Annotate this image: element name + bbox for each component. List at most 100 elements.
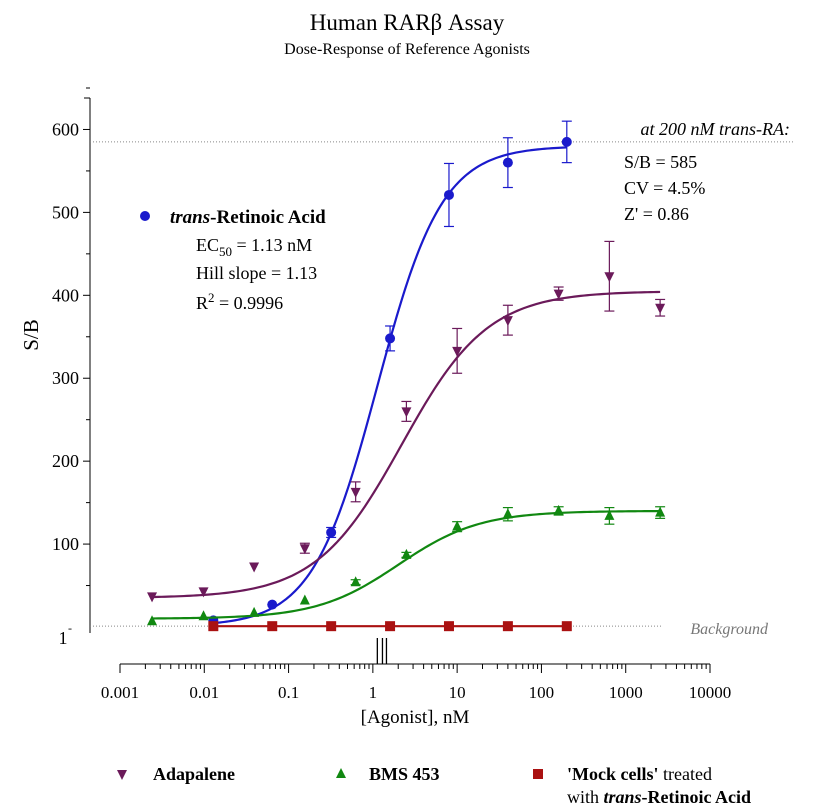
data-point-adap: [299, 544, 310, 555]
data-point-mock: [267, 621, 278, 632]
data-point-bms: [299, 594, 310, 605]
data-point-mock: [326, 621, 337, 632]
fit-box-hill: Hill slope = 1.13: [196, 263, 317, 283]
data-point-adap: [553, 289, 564, 300]
text-span: 2: [208, 290, 215, 305]
legend-marker-adap: [117, 770, 127, 780]
chart-subtitle: Dose-Response of Reference Agonists: [284, 41, 530, 58]
y-baseline-dash: -: [68, 621, 72, 635]
text-span: trans: [170, 207, 210, 228]
text-span: -Retinoic Acid: [210, 207, 326, 228]
legend-item-bms: BMS 453: [336, 764, 440, 784]
legend-label-line2-mock: with trans-Retinoic Acid: [567, 787, 751, 807]
x-tick-label: 0.001: [101, 683, 139, 702]
y-tick-label: 200: [52, 451, 79, 471]
x-tick-label: 1000: [609, 683, 643, 702]
fit-box-r2: R2 = 0.9996: [196, 290, 283, 313]
text-span: BMS 453: [369, 764, 440, 784]
data-point-tra: [561, 136, 572, 147]
data-point-adap: [198, 587, 209, 598]
y-tick-label: 400: [52, 285, 79, 305]
series-tra: [208, 120, 572, 626]
fit-box-series-name: trans-Retinoic Acid: [170, 207, 326, 228]
fit-curve-bms: [152, 509, 661, 620]
y-tick-label: 100: [52, 534, 79, 554]
series-bms: [147, 504, 666, 626]
legend: Adapalene BMS 453 'Mock cells' treated with…: [117, 764, 751, 807]
data-point-mock: [502, 621, 513, 632]
y-tick-label: 300: [52, 368, 79, 388]
data-point-tra: [443, 189, 454, 200]
data-point-bms: [452, 520, 463, 531]
data-point-bms: [147, 615, 158, 626]
y-baseline-label: 1: [59, 628, 68, 648]
data-point-bms: [249, 606, 260, 617]
data-point-bms: [604, 509, 615, 520]
data-point-tra: [267, 599, 278, 610]
stats-line: CV = 4.5%: [624, 178, 705, 198]
data-point-bms: [401, 548, 412, 559]
legend-label-bms: BMS 453: [369, 764, 440, 784]
legend-marker-bms: [336, 768, 346, 778]
data-point-adap: [249, 562, 260, 573]
data-point-adap: [350, 487, 361, 498]
data-point-adap: [655, 303, 666, 314]
x-tick-label: 0.1: [278, 683, 299, 702]
x-tick-label: 10: [449, 683, 466, 702]
annotations: S/B = 585 CV = 4.5% Z' = 0.86 trans-Retinoi…: [140, 152, 705, 313]
legend-label-adap: Adapalene: [153, 764, 235, 784]
x-tick-label: 1: [369, 683, 378, 702]
text-span: trans: [604, 787, 642, 807]
y-tick-label: 500: [52, 202, 79, 222]
text-span: 'Mock cells': [567, 764, 658, 784]
text-span: treated: [658, 764, 711, 784]
text-span: 50: [219, 244, 232, 259]
ref-label-top: at 200 nM trans-RA:: [641, 119, 790, 139]
data-point-bms: [350, 576, 361, 587]
fit-box-ec50: EC50 = 1.13 nM: [196, 235, 312, 259]
data-point-mock: [385, 621, 396, 632]
data-point-adap: [401, 407, 412, 418]
text-span: R: [196, 293, 208, 313]
ref-label-background: Background: [690, 621, 769, 638]
text-span: = 0.9996: [215, 293, 284, 313]
data-point-bms: [553, 504, 564, 515]
stats-line: Z' = 0.86: [624, 204, 689, 224]
data-point-mock: [208, 621, 219, 632]
x-tick-label: 100: [529, 683, 555, 702]
legend-item-adap: Adapalene: [117, 764, 235, 784]
data-point-adap: [147, 592, 158, 603]
x-tick-label: 0.01: [189, 683, 219, 702]
data-point-bms: [502, 508, 513, 519]
x-axis-label: [Agonist], nM: [361, 707, 470, 728]
series-mock: [208, 621, 572, 632]
text-span: Adapalene: [153, 764, 235, 784]
text-span: = 1.13 nM: [232, 235, 312, 255]
data-point-adap: [452, 346, 463, 357]
data-point-bms: [198, 610, 209, 621]
data-point-adap: [502, 316, 513, 327]
data-point-tra: [502, 157, 513, 168]
plot-area: [147, 120, 666, 632]
y-tick-label: 600: [52, 119, 79, 139]
data-point-tra: [385, 333, 396, 344]
text-span: with: [567, 787, 604, 807]
fit-curve-adap: [152, 290, 661, 599]
chart-title: Human RARβ Assay: [310, 10, 505, 35]
data-point-adap: [604, 272, 615, 283]
data-point-mock: [443, 621, 454, 632]
data-point-bms: [655, 506, 666, 517]
stats-line: S/B = 585: [624, 152, 697, 172]
y-axis-label: S/B: [19, 319, 43, 351]
x-tick-label: 10000: [689, 683, 732, 702]
legend-label-mock: 'Mock cells' treated: [567, 764, 712, 784]
data-point-tra: [326, 527, 337, 538]
data-point-mock: [561, 621, 572, 632]
legend-marker-mock: [533, 769, 543, 779]
series-adap: [147, 240, 666, 603]
fit-box-marker: [140, 211, 150, 221]
text-span: EC: [196, 235, 219, 255]
legend-item-mock: 'Mock cells' treated with trans-Retinoic …: [533, 764, 751, 807]
